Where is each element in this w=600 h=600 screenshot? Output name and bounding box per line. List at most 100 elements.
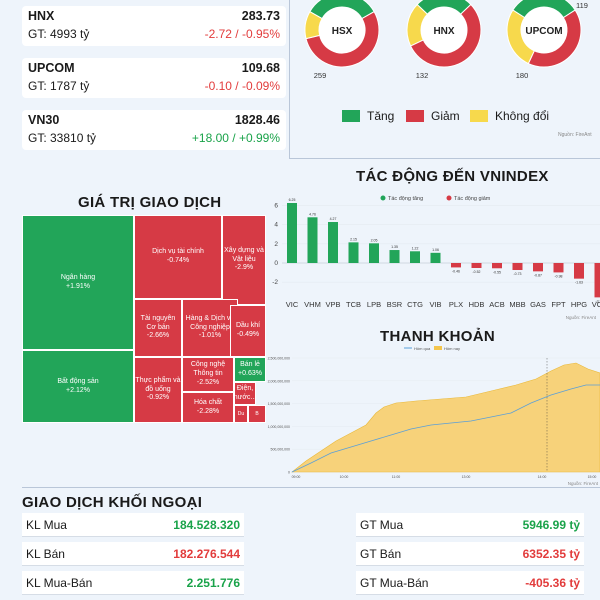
data-label: -0.73 [514, 272, 522, 276]
legend-flat-label: Không đổi [495, 109, 550, 123]
x-tick-label: 15:00 [588, 475, 597, 479]
treemap-cell: Bất động sản +2.12% [22, 350, 134, 423]
bar-vpb [328, 222, 338, 263]
index-trade-value: GT: 33810 tỷ [28, 131, 97, 145]
foreign-label: KL Mua [26, 518, 67, 532]
x-tick-label: ACB [489, 300, 504, 309]
x-tick-label: 10:00 [340, 475, 349, 479]
treemap-cell-pct: -2.9% [234, 264, 254, 272]
index-change: +18.00 / +0.99% [191, 131, 280, 145]
treemap-cell: Tài nguyên Cơ bản -2.66% [134, 299, 182, 357]
index-name: VN30 [28, 113, 60, 127]
treemap-cell-pct: -2.28% [196, 407, 220, 415]
treemap-cell: Xây dựng và Vật liệu -2.9% [222, 215, 266, 305]
index-value: 283.73 [241, 9, 280, 23]
donut-label: HNX [433, 26, 454, 37]
x-tick-label: HPG [571, 300, 587, 309]
breadth-donut-charts: HSX 259 HNX 132 UPCOM 180 119 [304, 0, 588, 80]
donut-upcom: UPCOM 180 119 [506, 0, 588, 80]
treemap-cell-name: Bán lẻ [240, 360, 260, 368]
y-tick-label: 500,000,000 [271, 448, 291, 452]
treemap-cell: Ngân hàng +1.91% [22, 215, 134, 350]
divider-vertical [289, 0, 290, 158]
x-tick-label: VIB [429, 300, 441, 309]
index-name: HNX [28, 9, 55, 23]
row-divider [356, 536, 584, 537]
legend-flat: Không đổi [470, 109, 549, 123]
liquidity-title: THANH KHOẢN [380, 328, 495, 345]
foreign-label: GT Mua-Bán [360, 576, 429, 590]
bar-vhm [307, 217, 318, 263]
donut-bottom-value: 132 [416, 71, 429, 80]
row-divider [22, 565, 244, 566]
treemap-cell-pct: +1.91% [66, 282, 90, 290]
x-tick-label: MBB [509, 300, 525, 309]
legend-down: Giảm [406, 109, 460, 123]
data-label: -0.87 [534, 273, 542, 277]
y-tick-label: 4 [274, 222, 278, 229]
donut-top-value: 119 [576, 1, 588, 10]
foreign-row: GT Mua-Bán -405.36 tỷ [356, 571, 584, 595]
y-tick-label: 6 [274, 202, 278, 209]
donut-bottom-value: 180 [516, 71, 529, 80]
treemap-cell-name: Du [237, 410, 245, 417]
foreign-value: 2.251.776 [186, 576, 240, 590]
foreign-label: KL Bán [26, 547, 65, 561]
legend-flat-swatch [470, 110, 488, 122]
bar-hdb [471, 263, 482, 268]
foreign-row: KL Mua 184.528.320 [22, 513, 244, 537]
index-card-vn30: VN30 GT: 33810 tỷ 1828.46 +18.00 / +0.99… [22, 110, 286, 150]
x-tick-label: PLX [449, 300, 463, 309]
y-tick-label: 2,000,000,000 [268, 379, 290, 383]
x-tick-label: CTG [407, 300, 423, 309]
foreign-value: 6352.35 tỷ [522, 547, 580, 561]
foreign-row: GT Bán 6352.35 tỷ [356, 542, 584, 566]
bar-plx [451, 263, 461, 268]
treemap-cell-name: Điện, nước... [234, 384, 256, 401]
index-card-hnx: HNX GT: 4993 tỷ 283.73 -2.72 / -0.95% [22, 6, 286, 46]
treemap-title: GIÁ TRỊ GIAO DỊCH [78, 194, 222, 211]
y-tick-label: 2,500,000,000 [268, 357, 290, 361]
foreign-label: KL Mua-Bán [26, 576, 93, 590]
treemap-cell-pct: -2.66% [146, 332, 170, 340]
x-tick-label: VHM [304, 300, 321, 309]
treemap-cell: Bán lẻ +0.63% [234, 357, 266, 382]
legend-b-label: Hôm nay [444, 346, 460, 351]
donut-hnx: HNX 132 [406, 0, 482, 80]
treemap-cell: Dầu khí -0.49% [230, 305, 266, 357]
index-trade-value: GT: 1787 tỷ [28, 79, 90, 93]
legend-neg-label: Tác động giảm [454, 196, 491, 202]
y-tick-label: 0 [274, 260, 278, 267]
treemap-cell-pct: -0.49% [236, 331, 260, 338]
bar-acb [492, 263, 502, 269]
bar-bsr [389, 250, 400, 263]
data-label: 1.22 [412, 246, 419, 250]
data-label: -3.58 [596, 299, 600, 303]
source-label: Nguồn: FireAnt [566, 315, 597, 320]
index-card-upcom: UPCOM GT: 1787 tỷ 109.68 -0.10 / -0.09% [22, 58, 286, 98]
foreign-value: 5946.99 tỷ [522, 518, 580, 532]
index-trade-value: GT: 4993 tỷ [28, 27, 90, 41]
legend-up-swatch [342, 110, 360, 122]
donut-hole [319, 7, 365, 53]
data-label: 4.27 [330, 217, 337, 221]
treemap-cell-name: Hóa chất [193, 398, 223, 406]
treemap-cell-pct: -0.92% [146, 394, 170, 402]
legend-up-label: Tăng [367, 109, 395, 123]
treemap-cell-name: B [255, 410, 259, 417]
impact-legend: Tác động tăng Tác động giảm [380, 195, 491, 202]
liquidity-legend: Hôm qua Hôm nay [404, 346, 460, 351]
index-name: UPCOM [28, 61, 75, 75]
treemap-cell: B [248, 405, 266, 423]
index-value: 1828.46 [234, 113, 280, 127]
source-label: Nguồn: FireAnt [568, 481, 599, 486]
x-tick-label: HDB [469, 300, 485, 309]
treemap-cell-name: Hàng & Dịch vụ Công nghiệp [185, 314, 235, 331]
row-divider [356, 565, 584, 566]
index-change: -2.72 / -0.95% [204, 27, 280, 41]
treemap-cell-pct: -1.01% [198, 332, 222, 340]
treemap-cell: Du [234, 405, 248, 423]
legend-up: Tăng [342, 109, 394, 123]
data-label: -1.63 [575, 281, 583, 285]
foreign-label: GT Mua [360, 518, 404, 532]
